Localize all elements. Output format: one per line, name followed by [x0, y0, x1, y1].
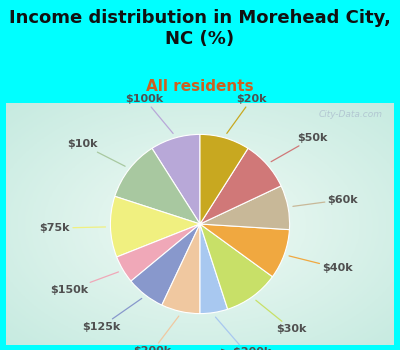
Text: $40k: $40k: [289, 256, 353, 273]
Text: $100k: $100k: [126, 94, 173, 133]
Wedge shape: [200, 134, 248, 224]
Wedge shape: [200, 224, 228, 314]
Text: $50k: $50k: [271, 133, 328, 162]
Text: $200k: $200k: [134, 316, 179, 350]
Text: > $200k: > $200k: [216, 317, 272, 350]
Text: $10k: $10k: [67, 139, 125, 166]
Text: $30k: $30k: [256, 300, 307, 334]
Wedge shape: [200, 224, 290, 276]
Text: Income distribution in Morehead City,
NC (%): Income distribution in Morehead City, NC…: [9, 9, 391, 48]
Text: All residents: All residents: [146, 79, 254, 94]
Wedge shape: [152, 134, 200, 224]
Text: $60k: $60k: [293, 195, 358, 206]
Wedge shape: [200, 224, 272, 309]
Wedge shape: [131, 224, 200, 305]
Text: $75k: $75k: [40, 223, 106, 233]
Text: City-Data.com: City-Data.com: [318, 111, 382, 119]
Text: $125k: $125k: [82, 299, 142, 332]
Text: $150k: $150k: [50, 272, 118, 295]
Text: $20k: $20k: [227, 94, 267, 133]
Wedge shape: [200, 186, 290, 230]
Wedge shape: [200, 148, 281, 224]
Wedge shape: [117, 224, 200, 281]
Wedge shape: [110, 196, 200, 257]
Wedge shape: [115, 148, 200, 224]
Wedge shape: [162, 224, 200, 314]
